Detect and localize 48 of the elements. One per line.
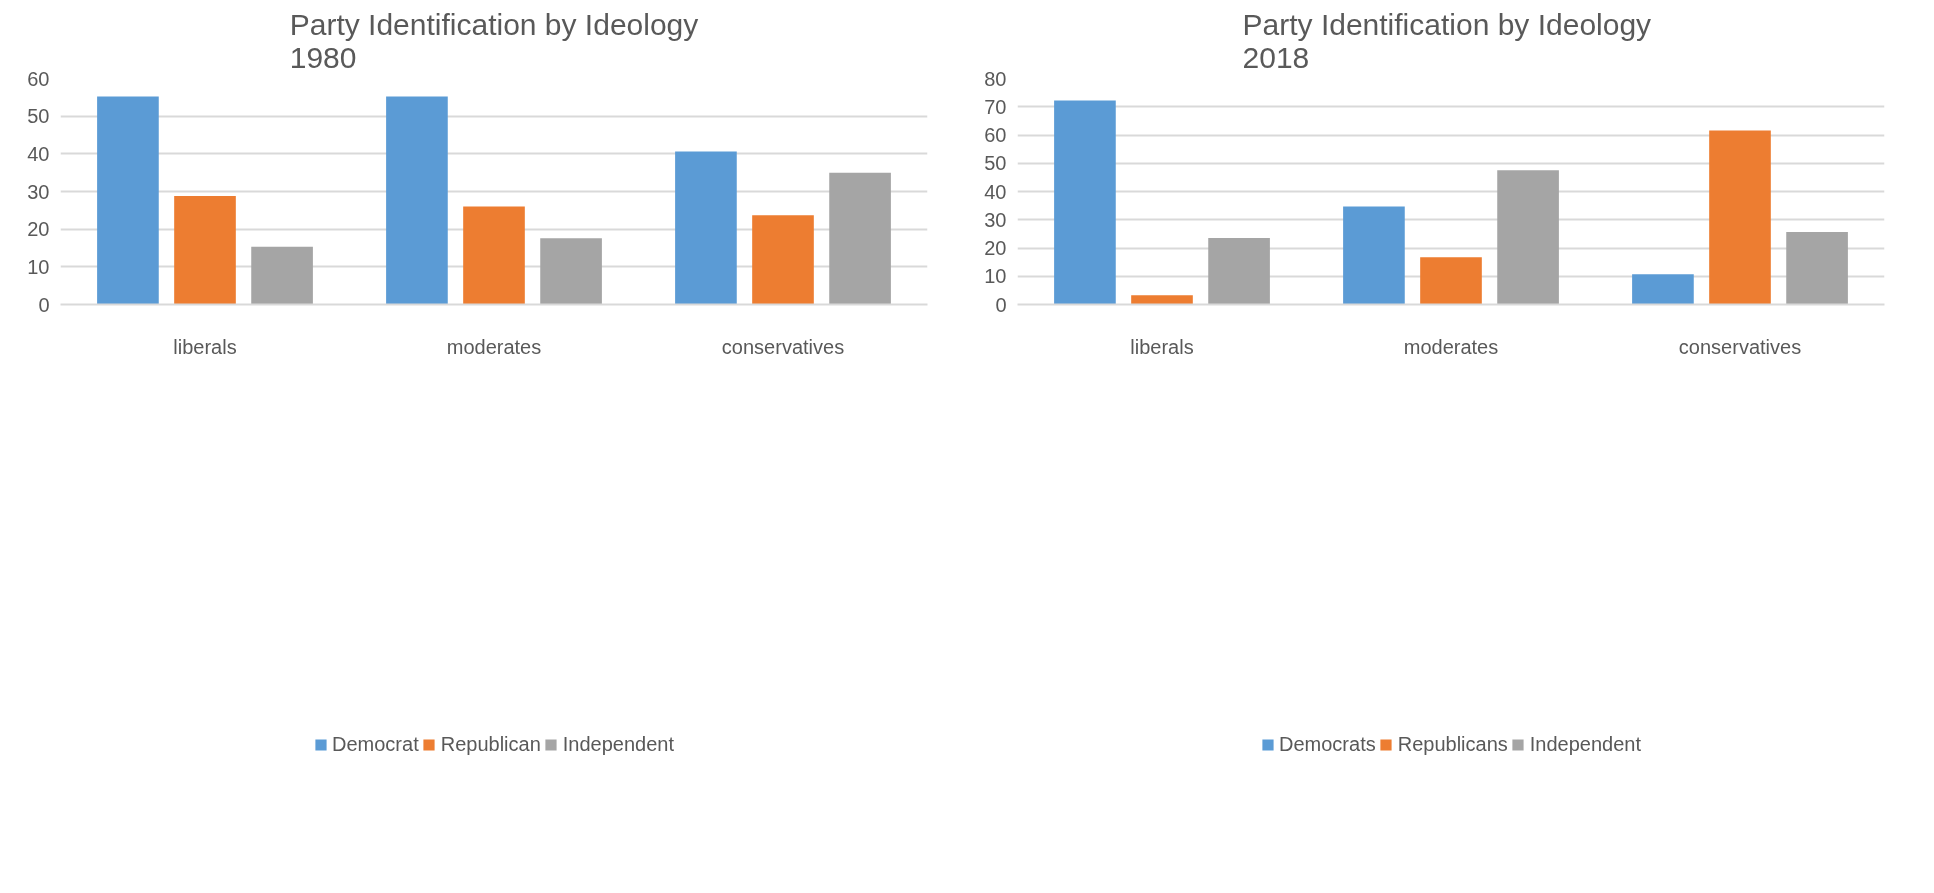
bar — [1343, 206, 1405, 305]
y-tick-label: 30 — [27, 180, 50, 203]
bar — [829, 172, 891, 305]
chart-title: Party Identification by Ideology 2018 — [1242, 7, 1652, 74]
bar — [1497, 170, 1559, 305]
bar — [675, 151, 737, 305]
legend-label: Independent — [1529, 732, 1642, 756]
bar — [463, 206, 525, 305]
x-tick-label: conservatives — [721, 335, 845, 358]
bar — [174, 196, 236, 305]
bar — [1709, 130, 1771, 305]
bar — [251, 246, 313, 305]
y-tick-label: 80 — [984, 67, 1007, 90]
legend-label: Republican — [440, 732, 541, 756]
x-tick-label: conservatives — [1678, 335, 1802, 358]
y-tick-label: 50 — [984, 152, 1007, 175]
bar — [1632, 274, 1694, 305]
bar — [1208, 238, 1270, 305]
y-tick-label: 10 — [27, 255, 50, 278]
legend-label: Democrats — [1278, 732, 1376, 756]
y-tick-label: 10 — [984, 265, 1007, 288]
bar — [540, 238, 602, 305]
y-tick-label: 40 — [984, 180, 1007, 203]
bar — [386, 96, 448, 305]
x-tick-label: moderates — [1403, 335, 1499, 358]
x-tick-label: liberals — [1130, 335, 1194, 358]
x-tick-label: liberals — [173, 335, 237, 358]
legend-label: Republicans — [1397, 732, 1508, 756]
y-tick-label: 70 — [984, 95, 1007, 118]
y-tick-label: 50 — [27, 105, 50, 128]
bar — [1054, 100, 1116, 305]
y-tick-label: 30 — [984, 208, 1007, 231]
bar — [1131, 295, 1193, 305]
y-tick-label: 40 — [27, 142, 50, 165]
bar — [752, 215, 814, 305]
x-tick-label: moderates — [446, 335, 542, 358]
chart-title: Party Identification by Ideology 1980 — [289, 7, 699, 74]
y-tick-label: 20 — [27, 218, 50, 241]
bar — [1786, 231, 1848, 305]
bar — [97, 96, 159, 305]
y-tick-label: 20 — [984, 237, 1007, 259]
bar — [1420, 257, 1482, 305]
y-tick-label: 0 — [38, 293, 50, 316]
y-tick-label: 60 — [984, 124, 1007, 146]
legend-label: Democrat — [331, 732, 419, 756]
y-tick-label: 60 — [27, 67, 50, 90]
y-tick-label: 0 — [995, 293, 1007, 316]
legend-label: Independent — [562, 732, 675, 756]
